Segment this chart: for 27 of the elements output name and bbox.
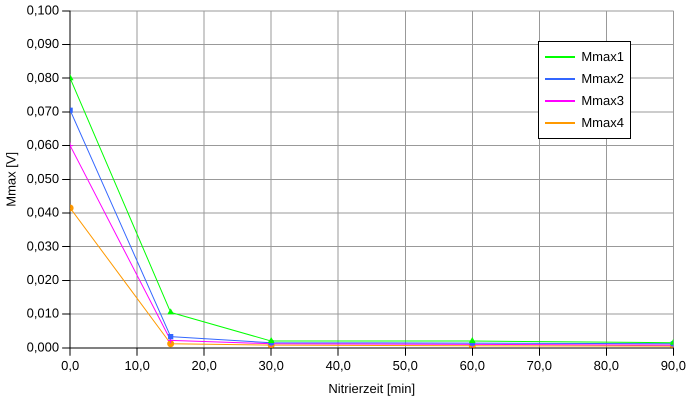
x-tick-label: 80,0 bbox=[594, 358, 619, 374]
legend-label: Mmax3 bbox=[581, 93, 624, 108]
y-tick-label: 0,040 bbox=[26, 204, 60, 220]
x-tick-label: 90,0 bbox=[660, 358, 686, 374]
x-tick-label: 30,0 bbox=[258, 358, 284, 374]
y-tick-label: 0,080 bbox=[26, 70, 60, 85]
legend-label: Mmax4 bbox=[581, 115, 624, 130]
x-tick-label: 70,0 bbox=[526, 358, 552, 374]
x-tick-label: 60,0 bbox=[460, 358, 485, 374]
x-tick-label: 20,0 bbox=[192, 358, 217, 374]
y-tick-label: 0,100 bbox=[26, 2, 60, 18]
legend-label: Mmax2 bbox=[581, 71, 624, 86]
y-tick-label: 0,000 bbox=[26, 339, 60, 354]
legend-label: Mmax1 bbox=[581, 49, 624, 64]
y-tick-label: 0,050 bbox=[26, 170, 60, 186]
y-tick-label: 0,030 bbox=[26, 238, 60, 254]
x-tick-label: 50,0 bbox=[392, 358, 418, 374]
x-tick-label: 0,0 bbox=[61, 358, 80, 374]
y-tick-label: 0,020 bbox=[26, 272, 60, 287]
y-tick-label: 0,090 bbox=[26, 36, 60, 52]
y-axis-title: Mmax [V] bbox=[3, 152, 18, 207]
y-tick-label: 0,070 bbox=[26, 103, 60, 118]
y-tick-label: 0,060 bbox=[26, 137, 60, 152]
x-axis-title: Nitrierzeit [min] bbox=[328, 380, 416, 396]
y-tick-label: 0,010 bbox=[26, 306, 60, 321]
x-tick-label: 40,0 bbox=[326, 358, 351, 374]
x-tick-label: 10,0 bbox=[124, 358, 150, 374]
